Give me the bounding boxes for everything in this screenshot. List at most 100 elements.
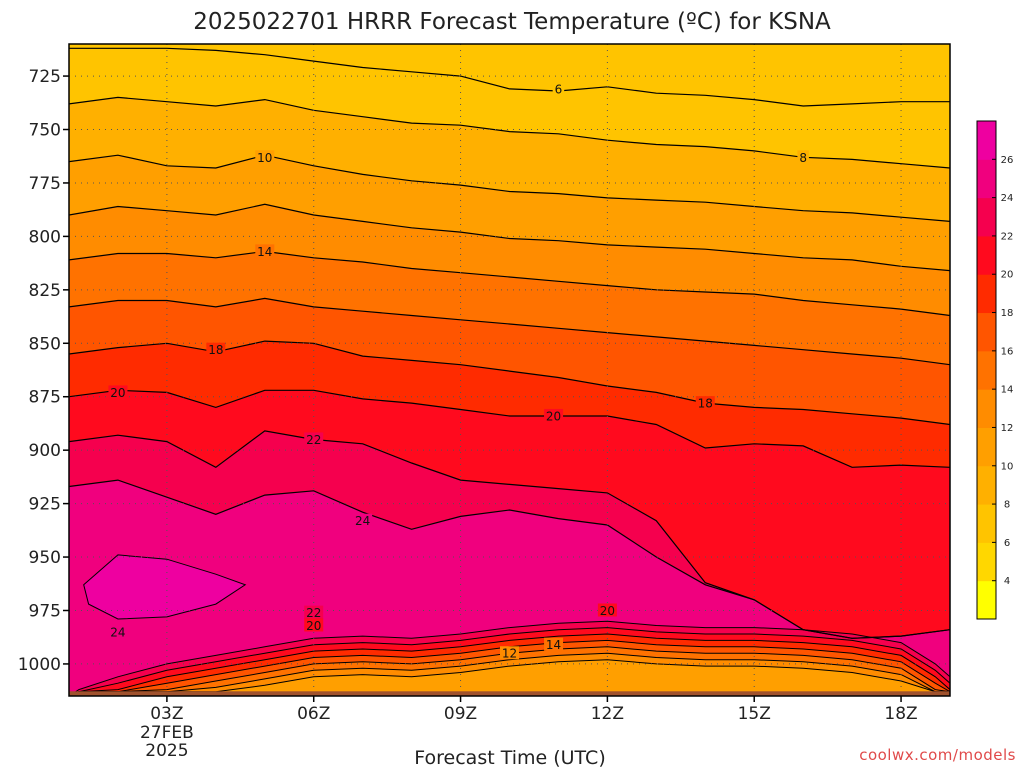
contour-label-text: 20 (600, 604, 615, 618)
colorbar: 4 6 8 10 12 14 16 18 20 22 24 26 (976, 120, 1014, 620)
colorbar-swatch (977, 197, 996, 237)
contour-label: 18 (695, 396, 715, 411)
colorbar-label: 26 (1001, 155, 1014, 166)
contour-label: 6 (552, 81, 565, 96)
contour-label-text: 20 (546, 409, 561, 423)
colorbar-swatch (977, 465, 996, 505)
colorbar-swatch (977, 427, 996, 467)
contour-label-bg (544, 408, 564, 422)
y-tick-label: 1000 (18, 655, 61, 675)
y-tick-label: 975 (29, 601, 61, 621)
contour-label-bg (108, 385, 128, 399)
contour-20 (69, 389, 950, 468)
colorbar-swatch (977, 274, 996, 314)
y-tick-label: 725 (29, 67, 61, 87)
grid-lines (69, 44, 950, 696)
contour-12 (69, 203, 950, 272)
contour-lines (69, 47, 950, 639)
contour-label: 22 (304, 432, 324, 447)
colorbar-swatch (977, 504, 996, 543)
x-tick-year: 2025 (145, 741, 188, 761)
x-tick-label: 12Z (591, 704, 624, 724)
y-tick-label: 750 (29, 121, 61, 141)
contour-label-bg (304, 618, 324, 632)
contour-label-text: 6 (555, 82, 563, 96)
contour-label-bg (353, 513, 373, 527)
contour-label-text: 20 (110, 386, 125, 400)
colorbar-label: 18 (1001, 308, 1014, 319)
y-tick-label: 950 (29, 548, 61, 568)
x-tick-label: 03Z (150, 704, 183, 724)
contour-label: 14 (544, 637, 564, 652)
contour-24 (69, 479, 950, 639)
contour-label: 18 (206, 342, 226, 357)
y-tick-label: 925 (29, 495, 61, 515)
contour-14 (69, 250, 950, 317)
contour-label-bg (206, 342, 226, 356)
contour-label: 20 (304, 618, 324, 633)
colorbar-label: 10 (1001, 461, 1014, 472)
plot-border (68, 43, 951, 697)
y-tick-label: 800 (29, 227, 61, 247)
contour-label-text: 12 (502, 647, 517, 661)
x-tick-label: 09Z (444, 704, 477, 724)
contour-label-text: 10 (257, 151, 272, 165)
hot-core-blob (83, 554, 247, 620)
contour-label-bg (108, 624, 128, 638)
contour-label: 20 (108, 385, 128, 400)
colorbar-swatch (977, 350, 996, 390)
y-tick-label: 850 (29, 334, 61, 354)
contour-label: 8 (797, 150, 809, 165)
contour-label-text: 24 (355, 514, 370, 528)
colorbar-label: 12 (1001, 423, 1014, 434)
contour-10 (69, 154, 950, 222)
contour-label-text: 24 (110, 625, 125, 639)
contour-16 (69, 297, 950, 366)
contour-label: 24 (353, 513, 373, 528)
contour-label: 22 (304, 605, 324, 620)
contour-label-text: 14 (546, 638, 561, 652)
colorbar-label: 20 (1001, 270, 1014, 281)
contour-label: 24 (108, 624, 128, 639)
contour-label-text: 18 (698, 397, 713, 411)
colorbar-swatch (977, 121, 996, 160)
contour-label-text: 18 (208, 343, 223, 357)
contour-label: 14 (255, 244, 275, 259)
colorbar-label: 24 (1001, 193, 1014, 204)
colorbar-swatch (977, 312, 996, 352)
contour-label-text: 8 (799, 151, 807, 165)
contour-label: 20 (597, 603, 617, 618)
x-tick-label: 06Z (297, 704, 330, 724)
contour-label-bg (597, 603, 617, 617)
contour-label-bg (797, 150, 809, 164)
colorbar-label: 16 (1001, 346, 1014, 357)
colorbar-swatch (977, 542, 996, 582)
chart-title: 2025022701 HRRR Forecast Temperature (ºC… (193, 9, 831, 35)
y-tick-label: 875 (29, 388, 61, 408)
colorbar-label: 6 (1004, 538, 1010, 549)
x-tick-date: 27FEB (140, 723, 194, 743)
contour-label-bg (255, 150, 275, 164)
colorbar-swatch (977, 159, 996, 199)
colorbar-swatch (977, 235, 996, 275)
contour-label: 20 (544, 408, 564, 423)
y-tick-label: 825 (29, 281, 61, 301)
contour-label-bg (255, 244, 275, 258)
credit-text: coolwx.com/models (859, 746, 1016, 764)
colorbar-label: 4 (1004, 576, 1010, 587)
x-tick-label: 18Z (884, 704, 917, 724)
contour-label-bg (304, 605, 324, 619)
contour-label-text: 14 (257, 245, 272, 259)
colorbar-label: 8 (1004, 500, 1010, 511)
colorbar-label: 22 (1001, 231, 1014, 242)
contour-label-bg (304, 432, 324, 446)
temperature-hot-core (83, 554, 247, 620)
y-tick-label: 775 (29, 174, 61, 194)
contour-label: 10 (255, 150, 275, 165)
contour-label-bg (552, 81, 565, 95)
surface-terrain (69, 691, 950, 696)
